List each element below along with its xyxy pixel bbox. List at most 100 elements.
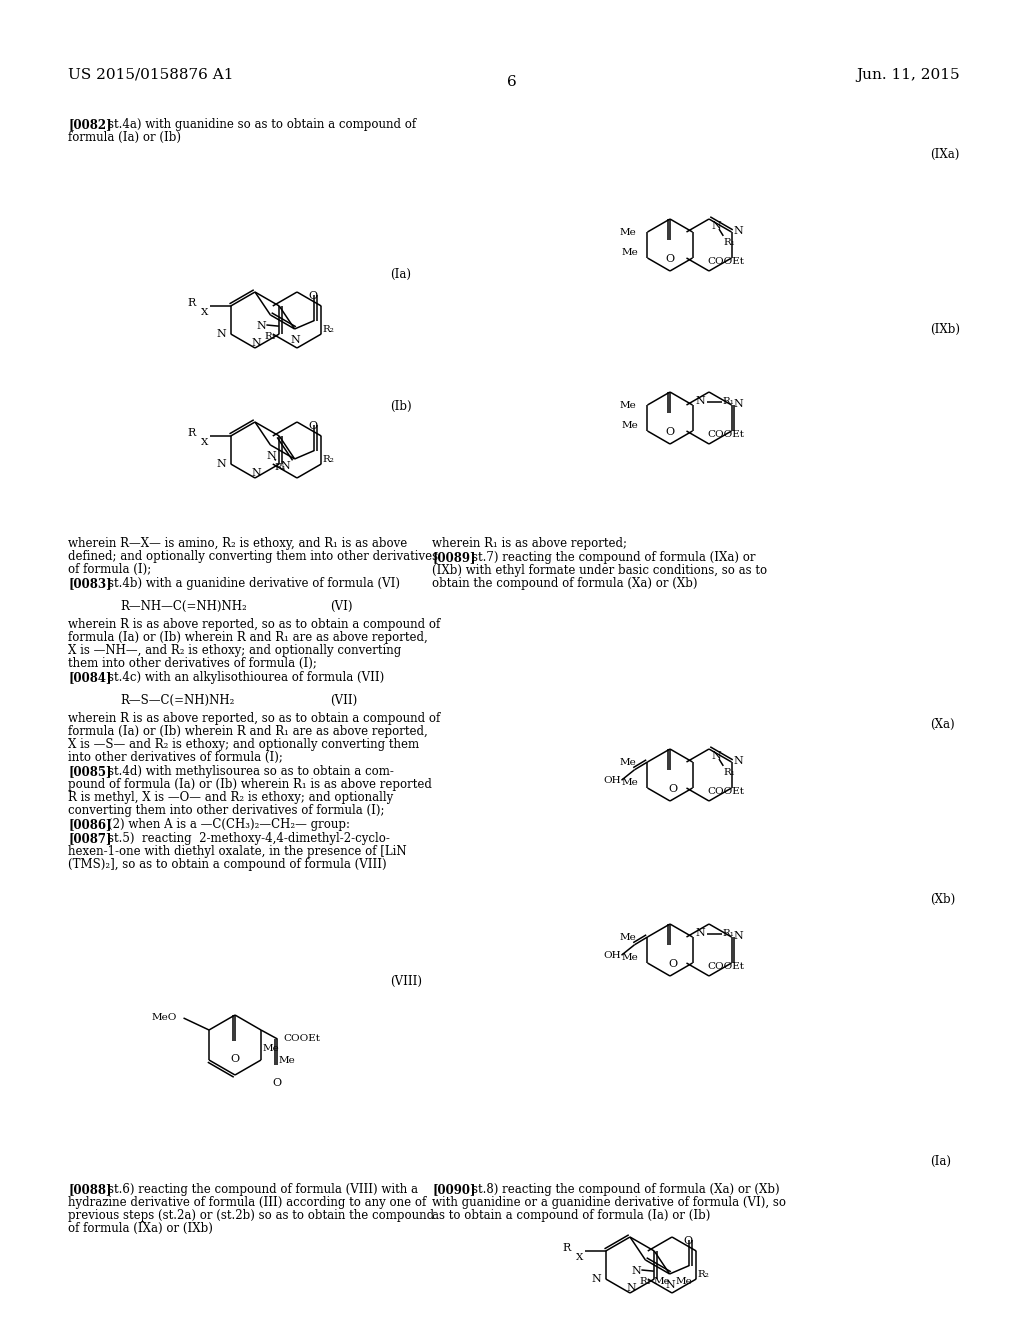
- Text: O: O: [308, 292, 317, 301]
- Text: R is methyl, X is —O— and R₂ is ethoxy; and optionally: R is methyl, X is —O— and R₂ is ethoxy; …: [68, 791, 393, 804]
- Text: [0088]: [0088]: [68, 1183, 112, 1196]
- Text: st.4b) with a guanidine derivative of formula (VI): st.4b) with a guanidine derivative of fo…: [108, 577, 400, 590]
- Text: wherein R is as above reported, so as to obtain a compound of: wherein R is as above reported, so as to…: [68, 711, 440, 725]
- Text: [0085]: [0085]: [68, 766, 112, 777]
- Text: [0087]: [0087]: [68, 832, 112, 845]
- Text: N: N: [592, 1274, 601, 1284]
- Text: Jun. 11, 2015: Jun. 11, 2015: [856, 69, 961, 82]
- Text: Me: Me: [676, 1276, 693, 1286]
- Text: X: X: [575, 1253, 584, 1262]
- Text: Me: Me: [263, 1044, 280, 1053]
- Text: R₁: R₁: [264, 331, 276, 341]
- Text: X is —S— and R₂ is ethoxy; and optionally converting them: X is —S— and R₂ is ethoxy; and optionall…: [68, 738, 419, 751]
- Text: [0090]: [0090]: [432, 1183, 475, 1196]
- Text: (VII): (VII): [330, 694, 357, 708]
- Text: N: N: [711, 220, 721, 231]
- Text: N: N: [251, 469, 261, 478]
- Text: Me: Me: [279, 1056, 296, 1065]
- Text: formula (Ia) or (Ib) wherein R and R₁ are as above reported,: formula (Ia) or (Ib) wherein R and R₁ ar…: [68, 631, 428, 644]
- Text: N: N: [733, 399, 743, 409]
- Text: X: X: [201, 438, 208, 447]
- Text: O: O: [230, 1055, 240, 1064]
- Text: formula (Ia) or (Ib): formula (Ia) or (Ib): [68, 131, 181, 144]
- Text: MeO: MeO: [152, 1012, 177, 1022]
- Text: [0089]: [0089]: [432, 550, 475, 564]
- Text: (Ia): (Ia): [390, 268, 411, 281]
- Text: O: O: [665, 253, 674, 264]
- Text: st.6) reacting the compound of formula (VIII) with a: st.6) reacting the compound of formula (…: [108, 1183, 418, 1196]
- Text: OH: OH: [603, 776, 622, 785]
- Text: them into other derivatives of formula (I);: them into other derivatives of formula (…: [68, 657, 316, 671]
- Text: hexen-1-one with diethyl oxalate, in the presence of [LiN: hexen-1-one with diethyl oxalate, in the…: [68, 845, 407, 858]
- Text: (2) when A is a —C(CH₃)₂—CH₂— group:: (2) when A is a —C(CH₃)₂—CH₂— group:: [108, 818, 350, 832]
- Text: N: N: [291, 335, 300, 345]
- Text: [0086]: [0086]: [68, 818, 112, 832]
- Text: R₁: R₁: [723, 929, 734, 939]
- Text: Me: Me: [620, 401, 636, 411]
- Text: N: N: [695, 928, 705, 939]
- Text: st.4d) with methylisourea so as to obtain a com-: st.4d) with methylisourea so as to obtai…: [108, 766, 394, 777]
- Text: previous steps (st.2a) or (st.2b) so as to obtain the compound: previous steps (st.2a) or (st.2b) so as …: [68, 1209, 434, 1222]
- Text: (IXb) with ethyl formate under basic conditions, so as to: (IXb) with ethyl formate under basic con…: [432, 564, 767, 577]
- Text: N: N: [217, 459, 226, 469]
- Text: COOEt: COOEt: [284, 1034, 321, 1043]
- Text: O: O: [308, 421, 317, 432]
- Text: st.4c) with an alkylisothiourea of formula (VII): st.4c) with an alkylisothiourea of formu…: [108, 671, 384, 684]
- Text: Me: Me: [622, 421, 638, 430]
- Text: Me: Me: [622, 953, 638, 962]
- Text: Me: Me: [620, 228, 636, 238]
- Text: obtain the compound of formula (Xa) or (Xb): obtain the compound of formula (Xa) or (…: [432, 577, 697, 590]
- Text: (VIII): (VIII): [390, 975, 422, 987]
- Text: wherein R—X— is amino, R₂ is ethoxy, and R₁ is as above: wherein R—X— is amino, R₂ is ethoxy, and…: [68, 537, 408, 550]
- Text: (Xb): (Xb): [930, 894, 955, 906]
- Text: R—NH—C(=NH)NH₂: R—NH—C(=NH)NH₂: [120, 601, 247, 612]
- Text: N: N: [666, 1280, 676, 1290]
- Text: Me: Me: [654, 1276, 671, 1286]
- Text: N: N: [266, 451, 276, 461]
- Text: O: O: [665, 426, 674, 437]
- Text: st.5)  reacting  2-methoxy-4,4-dimethyl-2-cyclo-: st.5) reacting 2-methoxy-4,4-dimethyl-2-…: [108, 832, 390, 845]
- Text: R₁: R₁: [723, 768, 735, 777]
- Text: with guanidine or a guanidine derivative of formula (VI), so: with guanidine or a guanidine derivative…: [432, 1196, 786, 1209]
- Text: [0082]: [0082]: [68, 117, 112, 131]
- Text: R₁: R₁: [723, 397, 734, 407]
- Text: st.7) reacting the compound of formula (IXa) or: st.7) reacting the compound of formula (…: [472, 550, 756, 564]
- Text: N: N: [632, 1266, 641, 1276]
- Text: R: R: [562, 1243, 570, 1253]
- Text: N: N: [695, 396, 705, 407]
- Text: R₂: R₂: [697, 1270, 710, 1279]
- Text: wherein R₁ is as above reported;: wherein R₁ is as above reported;: [432, 537, 627, 550]
- Text: (TMS)₂], so as to obtain a compound of formula (VIII): (TMS)₂], so as to obtain a compound of f…: [68, 858, 387, 871]
- Text: N: N: [217, 329, 226, 339]
- Text: N: N: [733, 226, 743, 236]
- Text: O: O: [668, 958, 677, 969]
- Text: of formula (IXa) or (IXb): of formula (IXa) or (IXb): [68, 1222, 213, 1236]
- Text: R₂: R₂: [323, 454, 334, 463]
- Text: [0084]: [0084]: [68, 671, 112, 684]
- Text: N: N: [281, 461, 291, 471]
- Text: O: O: [668, 784, 677, 793]
- Text: R₁: R₁: [274, 463, 287, 473]
- Text: hydrazine derivative of formula (III) according to any one of: hydrazine derivative of formula (III) ac…: [68, 1196, 426, 1209]
- Text: converting them into other derivatives of formula (I);: converting them into other derivatives o…: [68, 804, 384, 817]
- Text: Me: Me: [620, 758, 636, 767]
- Text: N: N: [251, 338, 261, 348]
- Text: (Ib): (Ib): [390, 400, 412, 413]
- Text: R—S—C(=NH)NH₂: R—S—C(=NH)NH₂: [120, 694, 234, 708]
- Text: COOEt: COOEt: [707, 257, 744, 267]
- Text: OH: OH: [603, 952, 622, 960]
- Text: st.8) reacting the compound of formula (Xa) or (Xb): st.8) reacting the compound of formula (…: [472, 1183, 779, 1196]
- Text: into other derivatives of formula (I);: into other derivatives of formula (I);: [68, 751, 283, 764]
- Text: [0083]: [0083]: [68, 577, 112, 590]
- Text: (Ia): (Ia): [930, 1155, 951, 1168]
- Text: R₂: R₂: [323, 325, 334, 334]
- Text: N: N: [626, 1283, 636, 1294]
- Text: wherein R is as above reported, so as to obtain a compound of: wherein R is as above reported, so as to…: [68, 618, 440, 631]
- Text: O: O: [683, 1237, 692, 1246]
- Text: (VI): (VI): [330, 601, 352, 612]
- Text: (Xa): (Xa): [930, 718, 954, 731]
- Text: Me: Me: [620, 933, 636, 942]
- Text: X: X: [201, 308, 208, 317]
- Text: R₁: R₁: [723, 238, 735, 247]
- Text: N: N: [733, 931, 743, 941]
